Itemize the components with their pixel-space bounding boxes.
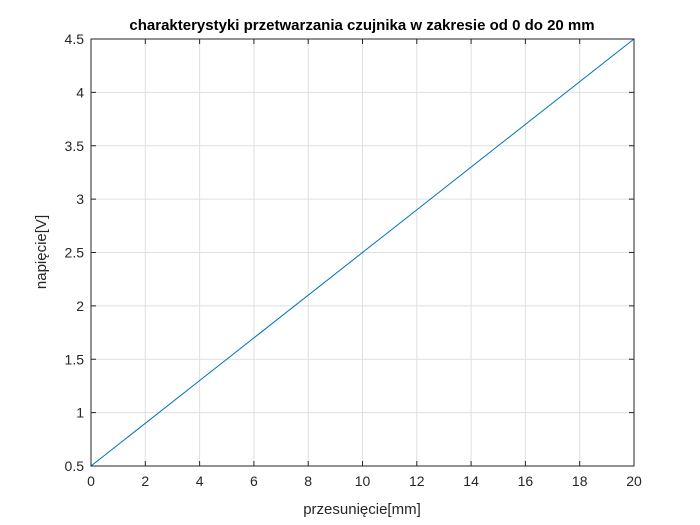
x-tick-label: 4 <box>196 473 204 489</box>
y-tick-label: 1.5 <box>65 351 85 367</box>
x-tick-label: 2 <box>141 473 149 489</box>
y-axis-label: napięcie[V] <box>33 215 50 289</box>
y-tick-label: 2.5 <box>65 245 85 261</box>
x-tick-labels: 0 2 4 6 8 10 12 14 16 18 20 <box>87 473 642 489</box>
y-tick-label: 1 <box>76 405 84 421</box>
x-axis-label: przesunięcie[mm] <box>303 501 421 518</box>
y-tick-label: 4.5 <box>65 31 85 47</box>
x-tick-label: 0 <box>87 473 95 489</box>
x-tick-label: 8 <box>304 473 312 489</box>
y-tick-label: 3 <box>76 191 84 207</box>
y-tick-label: 3.5 <box>65 138 85 154</box>
series-line <box>90 38 635 467</box>
x-tick-label: 10 <box>355 473 371 489</box>
chart-title: charakterystyki przetwarzania czujnika w… <box>129 17 594 34</box>
y-tick-label: 2 <box>76 298 84 314</box>
x-tick-label: 6 <box>250 473 258 489</box>
ticks <box>90 38 635 467</box>
series-layer <box>90 38 635 467</box>
y-tick-label: 0.5 <box>65 458 85 474</box>
x-tick-label: 14 <box>463 473 479 489</box>
x-tick-label: 18 <box>572 473 588 489</box>
x-tick-label: 20 <box>626 473 642 489</box>
y-tick-label: 4 <box>76 84 84 100</box>
x-tick-label: 16 <box>518 473 534 489</box>
y-tick-labels: 0.5 1 1.5 2 2.5 3 3.5 4 4.5 <box>65 31 85 474</box>
x-tick-label: 12 <box>409 473 425 489</box>
